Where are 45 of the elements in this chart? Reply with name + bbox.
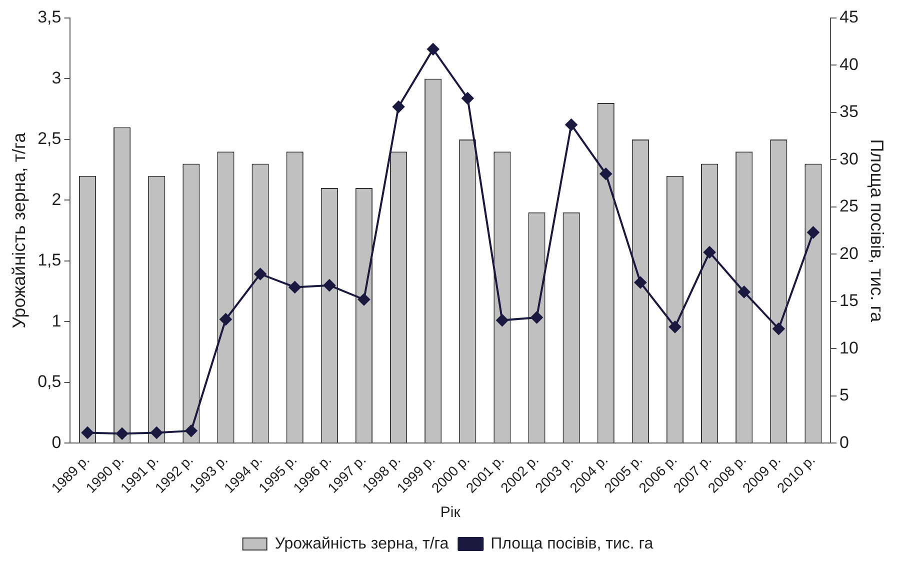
y2-tick-label: 10 — [839, 338, 858, 358]
point — [150, 426, 163, 439]
point — [427, 43, 440, 56]
y-tick-label: 2 — [52, 190, 62, 209]
y-tick-label: 0 — [52, 432, 62, 452]
y-tick-label: 3 — [52, 68, 62, 88]
point — [323, 279, 336, 292]
point — [634, 276, 646, 288]
y2-tick-label: 20 — [839, 244, 858, 263]
legend-label: Урожайність зерна, т/га — [274, 535, 449, 552]
point — [392, 100, 405, 113]
point — [82, 426, 94, 439]
point — [116, 428, 128, 440]
y-axis-title: Урожайність зерна, т/га — [8, 132, 29, 328]
y2-tick-label: 30 — [839, 149, 858, 168]
y-tick-label: 1,5 — [38, 250, 62, 270]
point — [668, 320, 681, 333]
y2-tick-label: 45 — [839, 8, 858, 27]
y2-tick-label: 25 — [839, 196, 858, 216]
y-tick-label: 0,5 — [38, 372, 62, 392]
point — [807, 226, 820, 238]
point — [185, 424, 198, 437]
point — [738, 286, 750, 298]
y2-tick-label: 5 — [839, 386, 849, 405]
point — [462, 92, 474, 104]
point — [530, 311, 543, 324]
point — [600, 168, 612, 180]
point — [496, 314, 508, 326]
point — [220, 313, 232, 326]
y-tick-label: 1 — [52, 311, 62, 330]
y2-tick-label: 35 — [839, 102, 858, 122]
legend-label: Площа посівів, тис. га — [490, 535, 654, 552]
point — [704, 246, 716, 258]
y-tick-label: 2,5 — [38, 129, 62, 148]
point — [358, 294, 370, 306]
y-tick-label: 3,5 — [38, 8, 62, 27]
x-axis-title: Рік — [440, 504, 461, 522]
point — [565, 118, 578, 131]
point — [254, 268, 266, 280]
y2-tick-label: 40 — [839, 54, 858, 74]
point — [772, 322, 785, 335]
y2-tick-label: 15 — [839, 291, 858, 310]
y2-axis-title: Площа посівів, тис. га — [867, 139, 888, 323]
point — [288, 281, 301, 294]
y2-tick-label: 0 — [839, 432, 849, 452]
